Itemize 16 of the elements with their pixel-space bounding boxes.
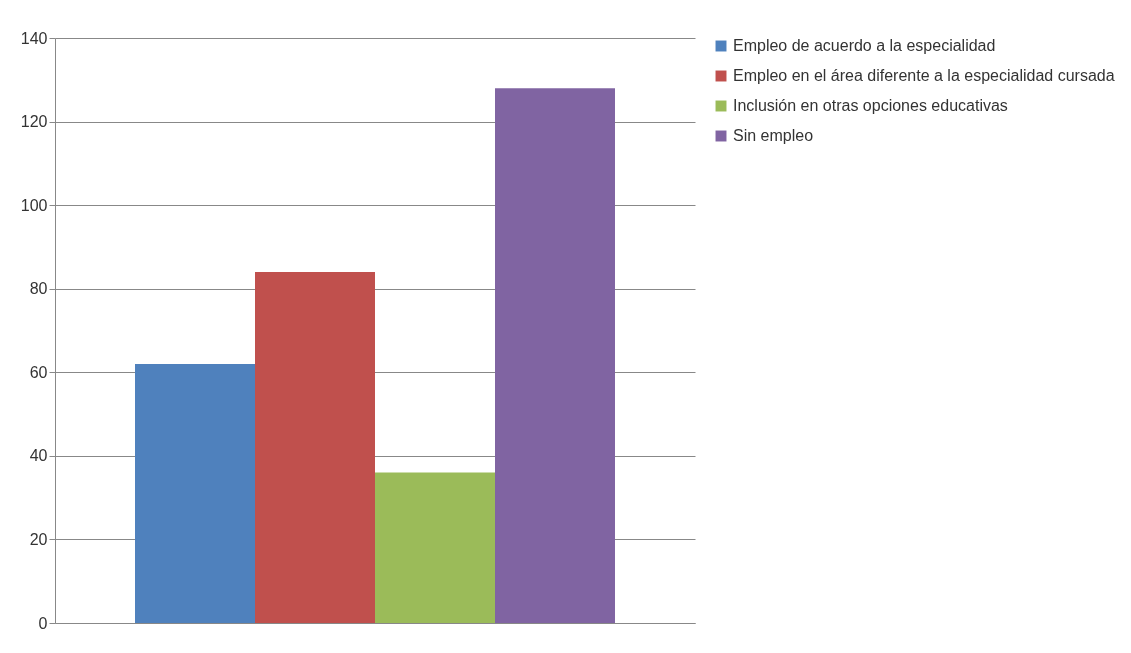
y-tick-label: 20: [29, 530, 48, 548]
bar: [375, 472, 495, 623]
legend-label: Inclusión en otras opciones educativas: [733, 97, 1008, 114]
y-tick-label: 80: [29, 280, 48, 298]
legend-label: Sin empleo: [733, 127, 814, 144]
bar: [255, 272, 375, 623]
y-tick-label: 140: [20, 29, 48, 47]
y-tick-label: 60: [29, 363, 48, 381]
legend-label: Empleo de acuerdo a la especialidad: [733, 37, 996, 54]
y-tick-label: 100: [20, 196, 48, 214]
y-tick-label: 120: [20, 113, 48, 131]
bar: [135, 363, 255, 623]
bar: [495, 88, 615, 623]
y-tick-label: 40: [29, 447, 48, 465]
y-tick-label: 0: [38, 614, 48, 632]
legend-label: Empleo en el área diferente a la especialidad cursada: [733, 67, 1115, 84]
